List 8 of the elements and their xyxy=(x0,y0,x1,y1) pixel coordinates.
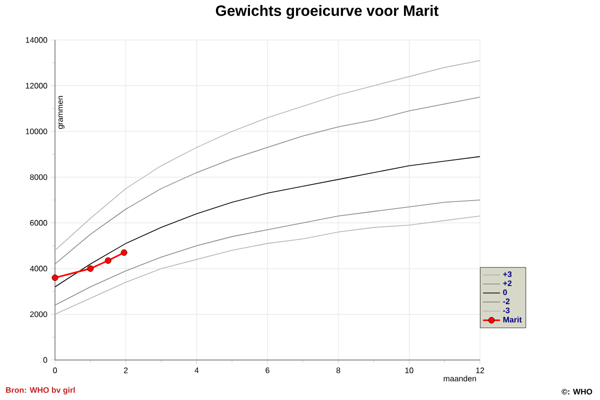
point xyxy=(104,257,112,264)
point xyxy=(120,249,128,256)
point xyxy=(87,265,94,272)
chart-title: Gewichts groeicurve voor Marit xyxy=(216,5,439,19)
line-series xyxy=(54,96,480,264)
line-series xyxy=(54,60,480,251)
line-series xyxy=(54,200,480,306)
point xyxy=(52,274,58,281)
